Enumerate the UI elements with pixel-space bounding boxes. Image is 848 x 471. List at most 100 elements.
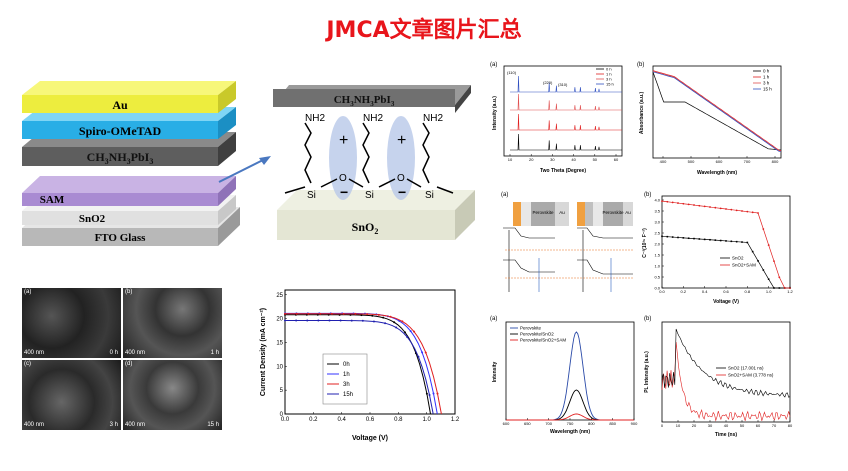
jv-point <box>306 319 309 322</box>
ms-xtick-label: 0.4 <box>702 289 708 294</box>
ms-point <box>698 238 701 240</box>
abs-legend-label: 3 h <box>763 81 770 86</box>
ms-point <box>682 237 685 239</box>
jv-point <box>371 314 374 317</box>
abs-ylabel: Absorbance (a.u.) <box>639 92 645 135</box>
pl-xtick-label: 800 <box>588 421 595 426</box>
sem-tag-a: (a) <box>24 289 32 295</box>
jv-point <box>284 312 286 315</box>
jv-point <box>342 312 345 315</box>
jv-point <box>425 392 428 395</box>
nh2-label-1: NH2 <box>305 113 325 124</box>
jv-point <box>417 355 420 358</box>
o-label-2: O <box>397 173 405 184</box>
ms-point <box>757 260 759 262</box>
xrd-chart: (a) (110) (220) (310) Two Theta (Degree)… <box>490 62 623 174</box>
ms-point <box>730 240 733 243</box>
abs-legend-label: 0 h <box>763 69 770 74</box>
band-label-perovskite: Perovskite <box>532 210 554 215</box>
ms-ylabel: C⁻²(10¹⁶ F⁻²) <box>642 228 648 258</box>
mott-schottky-chart: (b) Voltage (V) C⁻²(10¹⁶ F⁻²) 0.0 0.2 0.4 0… <box>642 192 794 305</box>
abs-legend-label: 15 h <box>763 87 772 92</box>
jv-legend-label: 1h <box>343 372 350 378</box>
sem-image-1h: (b) 400 nm 1 h <box>123 288 222 358</box>
jv-ytick-label: 20 <box>276 317 283 323</box>
jv-point <box>372 320 375 323</box>
jv-xtick-label: 0.0 <box>281 417 290 423</box>
trpl-xtick-label: 30 <box>708 423 713 428</box>
ms-ytick-label: 1.0 <box>654 263 660 268</box>
ms-point <box>767 244 770 246</box>
ms-point <box>725 240 727 242</box>
jv-xtick-label: 0.4 <box>337 417 346 423</box>
jv-series-3h <box>285 313 442 415</box>
ms-series-sno2 <box>661 235 790 289</box>
pl-xtick-label: 650 <box>524 421 531 426</box>
ms-point <box>719 207 722 210</box>
sem-scale-b: 400 nm <box>125 350 146 356</box>
xrd-series-2 <box>510 93 622 111</box>
ms-ytick-label: 2.0 <box>654 241 660 246</box>
jv-legend-label: 3h <box>343 382 350 388</box>
ms-point <box>666 200 669 203</box>
band-diagram: (a) Perovskite Au Perovskite Au <box>501 192 633 292</box>
pl-legend-label: Perovskite/SnO2 <box>520 332 554 337</box>
layer-sno2: SnO2 <box>79 213 106 225</box>
ms-point <box>778 287 781 289</box>
jv-ylabel: Current Density (mA cm⁻²) <box>260 308 267 396</box>
xrd-xtick-label: 20 <box>529 157 534 162</box>
ms-point <box>714 239 717 241</box>
jv-point <box>413 330 416 333</box>
trpl-ylabel: PL Intensity (a.u.) <box>644 351 650 393</box>
xrd-legend-label: 0 h <box>606 67 612 72</box>
xrd-series-0 <box>510 133 622 151</box>
si-label-3: Si <box>425 190 434 201</box>
ms-point <box>666 235 669 238</box>
xrd-xtick-label: 40 <box>571 157 576 162</box>
ms-point <box>661 200 663 202</box>
ms-point <box>719 239 722 242</box>
trpl-xtick-label: 80 <box>788 423 793 428</box>
ms-xtick-label: 0.6 <box>723 289 729 294</box>
xrd-peak-310: (310) <box>558 82 568 87</box>
abs-series-2 <box>652 70 782 152</box>
ms-point <box>767 278 770 280</box>
xrd-xtick-label: 10 <box>508 157 513 162</box>
ms-ytick-label: 1.5 <box>654 252 660 257</box>
pl-xlabel: Wavelength (nm) <box>550 429 590 435</box>
ms-point <box>693 204 695 206</box>
jv-ytick-label: 25 <box>276 293 283 299</box>
ms-xtick-label: 1.2 <box>787 289 793 294</box>
jv-point <box>395 326 398 329</box>
nh2-label-3: NH2 <box>423 113 443 124</box>
page-title: JMCA文章图片汇总 <box>326 18 522 43</box>
jv-point <box>389 315 392 318</box>
xrd-xtick-label: 60 <box>614 157 619 162</box>
jv-point <box>409 330 412 333</box>
jv-point <box>384 322 387 325</box>
jv-point <box>361 319 364 322</box>
trpl-series-sam <box>661 341 791 422</box>
layer-perovskite: CH3NH3PbI3 <box>87 150 154 166</box>
plus-label-2: + <box>397 132 406 149</box>
jv-ytick-label: 10 <box>276 364 283 370</box>
ms-point <box>682 202 685 205</box>
jv-point <box>360 314 363 317</box>
pl-xtick-label: 600 <box>503 421 510 426</box>
ms-point <box>762 228 765 230</box>
ms-xlabel: Voltage (V) <box>713 299 739 305</box>
trpl-chart: (b) Time (ns) PL Intensity (a.u.) 0 10 20 3… <box>644 316 793 438</box>
ms-point <box>735 209 738 212</box>
xrd-series-1 <box>510 113 622 131</box>
jv-point <box>421 351 424 354</box>
ms-point <box>709 206 711 208</box>
pl-xtick-label: 850 <box>609 421 616 426</box>
ms-point <box>725 208 727 210</box>
ms-legend-label: SnO2+SAM <box>732 263 756 268</box>
plus-label-1: + <box>339 132 348 149</box>
ms-point <box>671 201 674 204</box>
jv-xtick-label: 0.8 <box>394 417 403 423</box>
sem-grid: (a) 400 nm 0 h (b) 400 nm 1 h (c) 400 nm… <box>22 288 222 430</box>
pl-legend-label: Perovskite/SnO2+SAM <box>520 338 566 343</box>
jv-xtick-label: 0.2 <box>309 417 318 423</box>
